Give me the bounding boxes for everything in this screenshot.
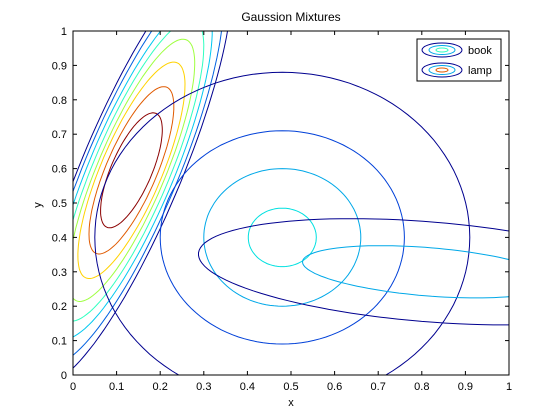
- y-tick-label-8: 0.8: [52, 95, 67, 107]
- x-tick-label-7: 0.7: [371, 381, 386, 393]
- legend-book-icon-inner: [428, 45, 456, 55]
- y-tick-label-5: 0.5: [52, 198, 67, 210]
- contour-book-0-0: [100, 112, 163, 229]
- contour-book-0-4: [73, 31, 205, 322]
- tick-layer: 0 0.1 0.2 0.3 0.4 0.5 0.6 0.7 0.8 0.9 1 0 0.1 0.2 0.3 0…: [52, 26, 512, 393]
- legend-label-book: book: [468, 45, 492, 57]
- x-tick-label-0: 0: [70, 381, 76, 393]
- y-tick-label-3: 0.3: [52, 267, 67, 279]
- x-tick-label-6: 0.6: [327, 381, 342, 393]
- x-tick-label-8: 0.8: [414, 381, 429, 393]
- chart-title: Gaussion Mixtures: [241, 10, 340, 24]
- contour-book-0-6: [73, 31, 222, 356]
- x-tick-label-2: 0.2: [153, 381, 168, 393]
- contour-lamp-1-0: [302, 245, 509, 299]
- x-tick-label-10: 1: [506, 381, 512, 393]
- plot-area: [73, 31, 509, 375]
- y-tick-label-7: 0.7: [52, 129, 67, 141]
- contour-book-0-2: [77, 61, 186, 279]
- legend-entry-book: book: [421, 42, 492, 58]
- legend-lamp-icon: [421, 62, 463, 78]
- x-tick-label-9: 0.9: [458, 381, 473, 393]
- y-tick-label-10: 1: [61, 26, 67, 38]
- y-tick-label-0: 0: [61, 370, 67, 382]
- contour-lamp-1-1: [198, 218, 509, 326]
- contour-lamp-0-2: [159, 130, 405, 345]
- contour-book-0-7: [73, 31, 229, 369]
- legend-book-icon-core: [435, 47, 449, 53]
- legend-entry-lamp: lamp: [421, 62, 492, 78]
- contour-layer: [73, 31, 509, 375]
- x-tick-label-1: 0.1: [109, 381, 124, 393]
- x-tick-label-4: 0.4: [240, 381, 255, 393]
- y-axis-label: y: [32, 202, 44, 208]
- y-tick-label-4: 0.4: [52, 232, 67, 244]
- contour-lamp-0-3: [94, 71, 471, 375]
- x-tick-label-5: 0.5: [283, 381, 298, 393]
- contour-lamp-0-1: [203, 168, 362, 307]
- x-axis-label: x: [288, 397, 294, 409]
- x-tick-label-3: 0.3: [196, 381, 211, 393]
- legend-lamp-icon-inner: [428, 65, 456, 75]
- legend-lamp-icon-core: [435, 67, 449, 73]
- legend: book lamp: [416, 38, 502, 82]
- y-tick-label-6: 0.6: [52, 164, 67, 176]
- y-tick-label-2: 0.2: [52, 301, 67, 313]
- contour-lamp-0-0: [247, 207, 317, 268]
- contour-book-0-1: [88, 86, 175, 255]
- legend-book-icon: [421, 42, 463, 58]
- y-tick-label-1: 0.1: [52, 336, 67, 348]
- legend-label-lamp: lamp: [468, 65, 492, 77]
- contour-book-0-3: [73, 38, 196, 303]
- y-tick-label-9: 0.9: [52, 60, 67, 72]
- contour-book-0-5: [73, 31, 213, 338]
